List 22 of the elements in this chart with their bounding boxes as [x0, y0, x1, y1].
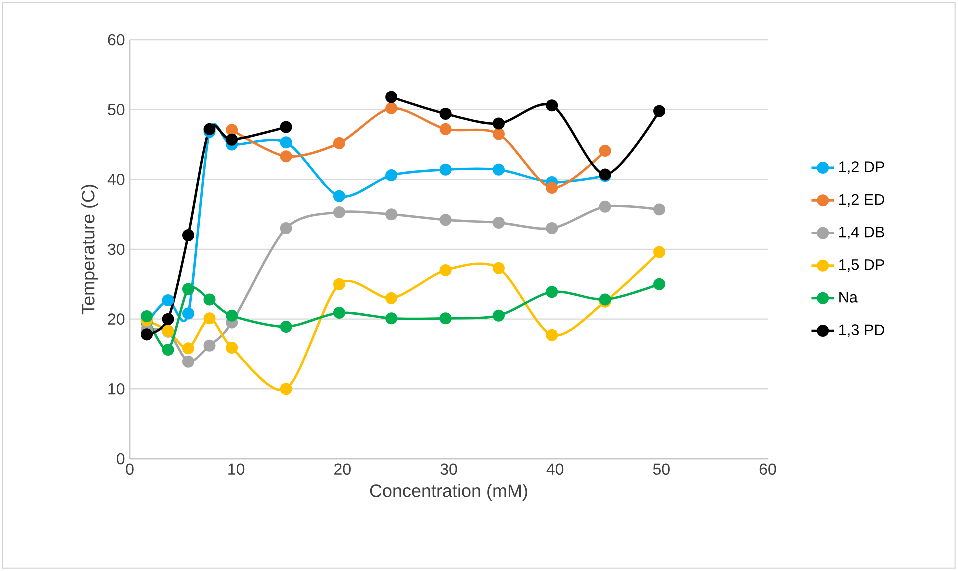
x-tick-label: 40	[546, 464, 564, 476]
y-tick-label: 50	[108, 104, 125, 116]
y-axis-title: Temperature (C)	[82, 185, 98, 315]
legend-label: 1,3 PD	[840, 324, 884, 338]
y-tick-label: 40	[108, 174, 125, 186]
legend-label: 1,2 ED	[840, 194, 884, 207]
y-tick-label: 20	[108, 314, 125, 325]
x-tick-label: 20	[334, 464, 351, 476]
legend-label: 1,5 DP	[840, 260, 884, 272]
legend-label: 1,2 DP	[840, 162, 884, 174]
x-tick-label: 10	[228, 464, 245, 476]
y-tick-label: 60	[108, 34, 125, 46]
x-tick-label: 30	[440, 464, 458, 476]
x-tick-label: 60	[760, 464, 776, 476]
y-tick-label: 10	[108, 383, 125, 395]
y-tick-label: 30	[108, 244, 125, 256]
y-tick-label: 0	[117, 453, 125, 465]
x-tick-label: 0	[126, 464, 134, 476]
x-axis-title: Concentration (mM)	[370, 484, 528, 501]
x-tick-label: 50	[653, 464, 670, 476]
legend-label: Na	[840, 292, 858, 303]
legend-label: 1,4 DB	[840, 227, 884, 240]
